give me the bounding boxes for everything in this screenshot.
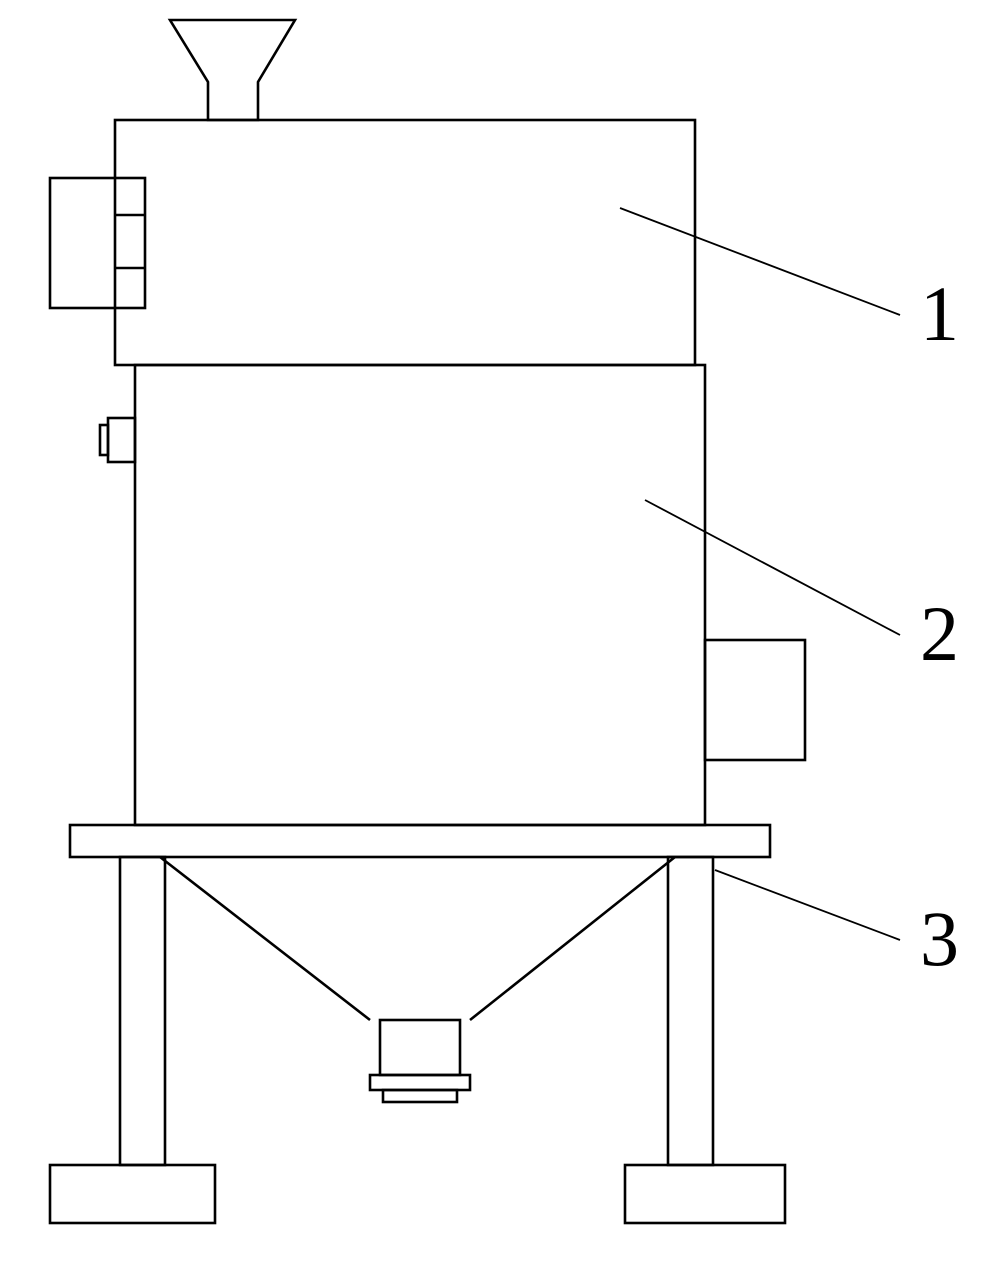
leader-line-l2 xyxy=(645,500,900,635)
hopper xyxy=(170,20,295,120)
leader-line-l1 xyxy=(620,208,900,315)
foot-right xyxy=(625,1165,785,1223)
leg-left xyxy=(120,857,165,1165)
leg-right xyxy=(668,857,713,1165)
inlet-flange xyxy=(100,425,108,455)
discharge-nub xyxy=(383,1090,457,1102)
leader-line-l3 xyxy=(715,870,900,940)
lower-chamber xyxy=(135,365,705,825)
support-plate xyxy=(70,825,770,857)
lower-motor xyxy=(705,640,805,760)
upper-motor xyxy=(50,178,145,308)
upper-chamber xyxy=(115,120,695,365)
label-l2: 2 xyxy=(920,590,959,677)
label-l3: 3 xyxy=(920,895,959,982)
label-l1: 1 xyxy=(920,270,959,357)
cone-right xyxy=(470,857,675,1020)
foot-left xyxy=(50,1165,215,1223)
discharge-flange xyxy=(370,1075,470,1090)
cone-left xyxy=(160,857,370,1020)
discharge-tube xyxy=(380,1020,460,1075)
inlet-tube xyxy=(108,418,135,462)
